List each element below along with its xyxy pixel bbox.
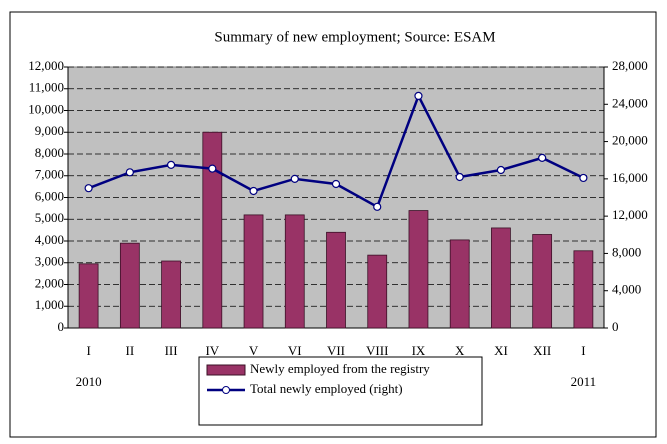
x-tick-label: IX — [412, 343, 426, 358]
x-tick-label: II — [126, 343, 135, 358]
bar — [284, 214, 305, 329]
bar — [326, 231, 346, 329]
x-tick-label: VII — [327, 343, 345, 358]
y-tick-label: 7,000 — [35, 167, 64, 182]
bar — [367, 254, 388, 329]
x-tick-label: I — [581, 343, 585, 358]
bar — [119, 242, 140, 329]
line-marker — [249, 186, 258, 196]
y-tick-label: 9,000 — [35, 123, 64, 138]
year-label: 2010 — [76, 374, 102, 389]
y2-tick-label: 0 — [612, 319, 619, 334]
bar — [243, 214, 264, 329]
y-tick-label: 4,000 — [35, 232, 64, 247]
x-tick-label: III — [165, 343, 178, 358]
line-marker — [373, 202, 382, 211]
y-tick-label: 10,000 — [28, 101, 64, 116]
legend-label: Newly employed from the registry — [250, 361, 430, 376]
x-tick-label: IV — [205, 343, 219, 358]
y-tick-label: 6,000 — [35, 188, 64, 203]
line-marker — [414, 91, 423, 100]
bar — [491, 227, 511, 329]
line-marker — [166, 160, 176, 169]
y-tick-label: 1,000 — [35, 297, 64, 312]
bar — [202, 131, 223, 329]
bar — [78, 263, 99, 329]
y-tick-label: 0 — [58, 319, 65, 334]
line-marker — [208, 164, 217, 173]
legend-marker — [222, 386, 230, 394]
y-tick-label: 5,000 — [35, 210, 64, 225]
y2-tick-label: 4,000 — [612, 282, 641, 297]
y-tick-label: 8,000 — [35, 145, 64, 160]
legend-label: Total newly employed (right) — [250, 381, 403, 396]
bar — [449, 239, 470, 329]
y2-tick-label: 12,000 — [612, 207, 648, 222]
x-tick-label: VIII — [366, 343, 388, 358]
x-tick-label: VI — [288, 343, 302, 358]
line-marker — [579, 173, 588, 183]
y-tick-label: 11,000 — [29, 80, 64, 95]
chart-title: Summary of new employment; Source: ESAM — [214, 29, 495, 45]
bar — [408, 210, 429, 329]
y-tick-label: 12,000 — [28, 58, 64, 73]
line-marker — [496, 165, 506, 175]
year-label: 2011 — [571, 374, 597, 389]
line-marker — [290, 174, 299, 183]
y2-tick-label: 28,000 — [612, 58, 648, 73]
x-tick-label: I — [86, 343, 90, 358]
y2-tick-label: 16,000 — [612, 170, 648, 185]
x-tick-label: XI — [494, 343, 508, 358]
bar — [161, 260, 181, 329]
line-marker — [331, 179, 341, 189]
bar — [532, 234, 553, 329]
bar — [573, 250, 594, 329]
line-marker — [455, 172, 464, 182]
y2-tick-label: 24,000 — [612, 95, 648, 110]
x-tick-label: V — [249, 343, 259, 358]
y-tick-label: 2,000 — [35, 275, 64, 290]
y2-tick-label: 8,000 — [612, 244, 641, 259]
y2-tick-label: 20,000 — [612, 133, 648, 148]
line-marker — [84, 184, 93, 193]
legend-swatch — [206, 364, 246, 376]
legend — [198, 356, 483, 426]
x-tick-label: X — [455, 343, 465, 358]
x-tick-label: XII — [533, 343, 551, 358]
y-tick-label: 3,000 — [35, 254, 64, 269]
line-marker — [538, 153, 547, 162]
line-marker — [125, 168, 134, 177]
